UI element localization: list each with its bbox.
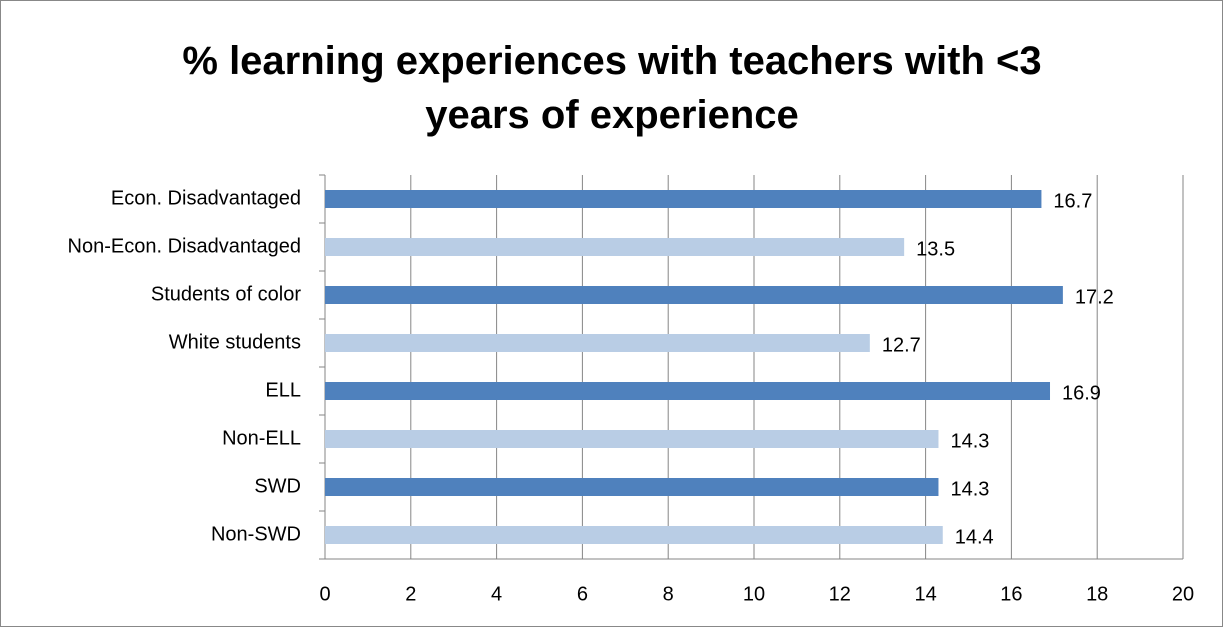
- data-label: 13.5: [916, 238, 955, 260]
- data-label: 16.7: [1053, 190, 1092, 212]
- x-tick-label: 6: [577, 583, 588, 605]
- bar: [325, 526, 943, 544]
- y-tick-label: SWD: [254, 475, 301, 497]
- data-label: 14.4: [955, 526, 994, 548]
- y-tick-label: Non-SWD: [211, 523, 301, 545]
- x-tick-label: 0: [319, 583, 330, 605]
- y-tick-label: Non-Econ. Disadvantaged: [68, 235, 301, 257]
- y-tick-label: ELL: [265, 379, 301, 401]
- data-label: 14.3: [950, 478, 989, 500]
- bar: [325, 238, 905, 256]
- x-tick-label: 4: [491, 583, 502, 605]
- chart-title: % learning experiences with teachers wit…: [182, 39, 1042, 137]
- x-tick-label: 20: [1172, 583, 1194, 605]
- x-tick-label: 12: [829, 583, 851, 605]
- bar: [325, 190, 1042, 208]
- x-tick-label: 10: [743, 583, 765, 605]
- x-tick-label: 18: [1086, 583, 1108, 605]
- data-label: 14.3: [950, 430, 989, 452]
- y-tick-label: White students: [169, 331, 301, 353]
- bar: [325, 286, 1063, 304]
- bar: [325, 478, 939, 496]
- y-tick-label: Econ. Disadvantaged: [111, 187, 301, 209]
- x-tick-label: 16: [1000, 583, 1022, 605]
- data-label: 16.9: [1062, 382, 1101, 404]
- data-label: 17.2: [1075, 286, 1114, 308]
- bar: [325, 334, 870, 352]
- x-tick-label: 14: [914, 583, 936, 605]
- bar: [325, 382, 1051, 400]
- bar: [325, 430, 939, 448]
- x-tick-label: 2: [405, 583, 416, 605]
- data-label: 12.7: [882, 334, 921, 356]
- y-tick-label: Students of color: [151, 283, 301, 305]
- x-tick-label: 8: [663, 583, 674, 605]
- y-tick-label: Non-ELL: [222, 427, 301, 449]
